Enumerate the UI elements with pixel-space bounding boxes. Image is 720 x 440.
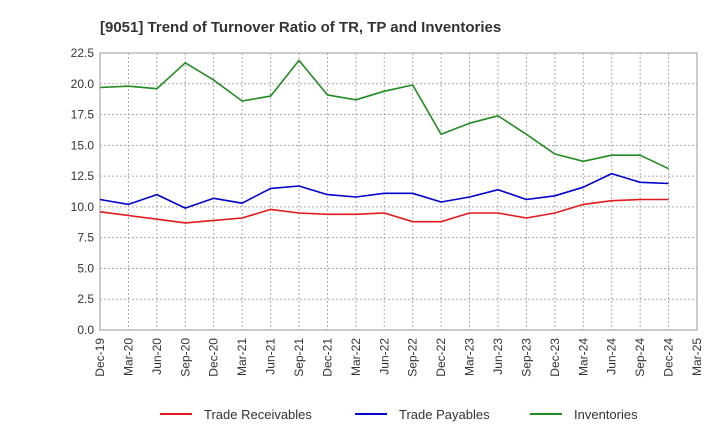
- x-tick-label: Mar-23: [463, 338, 477, 376]
- x-tick-label: Sep-22: [406, 338, 420, 377]
- x-tick-label: Mar-21: [235, 338, 249, 376]
- x-tick-label: Mar-22: [349, 338, 363, 376]
- y-tick-label: 10.0: [71, 200, 95, 214]
- x-tick-label: Dec-21: [320, 338, 334, 377]
- series-line: [99, 172, 669, 209]
- legend: Trade Receivables Trade Payables Inventori…: [160, 407, 638, 422]
- y-tick-label: 7.5: [77, 231, 94, 245]
- x-tick-label: Mar-20: [121, 338, 135, 376]
- x-tick-label: Sep-23: [519, 338, 533, 377]
- y-tick-label: 2.5: [77, 292, 94, 306]
- x-axis-ticks: Dec-19 Mar-20 Jun-20 Sep-20 Dec-20 Mar-21 Jun-…: [93, 338, 704, 377]
- x-tick-label: Mar-25: [690, 338, 704, 376]
- x-tick-label: Dec-24: [662, 338, 676, 377]
- x-tick-label: Jun-24: [605, 338, 619, 375]
- plot-area: [99, 52, 698, 331]
- y-tick-label: 22.5: [71, 46, 95, 60]
- x-tick-label: Dec-20: [207, 338, 221, 377]
- y-tick-label: 12.5: [71, 169, 95, 183]
- legend-label: Inventories: [574, 407, 638, 422]
- x-tick-label: Jun-21: [264, 338, 278, 375]
- grid-lines: [100, 53, 697, 330]
- y-axis-ticks: 0.0 2.5 5.0 7.5 10.0 12.5 15.0 17.5 20.0 22.5: [71, 46, 95, 337]
- x-tick-label: Sep-24: [633, 338, 647, 377]
- x-tick-label: Mar-24: [576, 338, 590, 376]
- legend-label: Trade Payables: [399, 407, 490, 422]
- x-tick-label: Dec-23: [548, 338, 562, 377]
- y-tick-label: 0.0: [77, 323, 94, 337]
- x-tick-label: Dec-22: [434, 338, 448, 377]
- x-tick-label: Sep-21: [292, 338, 306, 377]
- x-tick-label: Jun-23: [491, 338, 505, 375]
- series-lines: [99, 59, 669, 224]
- series-line: [99, 59, 669, 170]
- x-tick-label: Jun-22: [377, 338, 391, 375]
- y-tick-label: 15.0: [71, 138, 95, 152]
- chart-title: [9051] Trend of Turnover Ratio of TR, TP…: [100, 19, 501, 36]
- y-tick-label: 5.0: [77, 261, 94, 275]
- x-tick-label: Dec-19: [93, 338, 107, 377]
- series-line: [99, 198, 669, 224]
- legend-label: Trade Receivables: [204, 407, 312, 422]
- x-tick-label: Jun-20: [150, 338, 164, 375]
- x-tick-label: Sep-20: [178, 338, 192, 377]
- y-tick-label: 17.5: [71, 108, 95, 122]
- y-tick-label: 20.0: [71, 77, 95, 91]
